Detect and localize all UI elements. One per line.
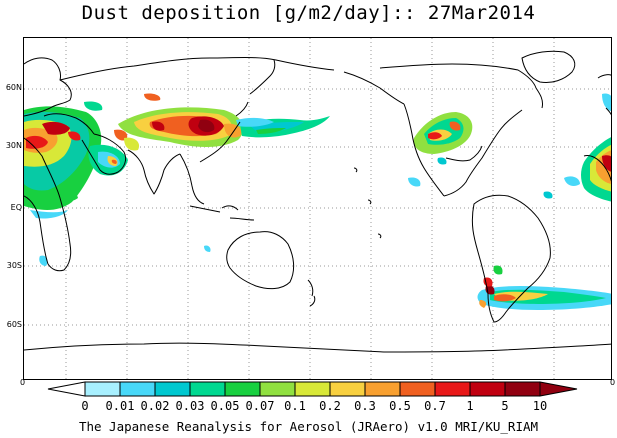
dust-us-plains (408, 112, 473, 187)
colorbar-tick-label: 10 (533, 399, 547, 413)
colorbar-tick-label: 0.03 (176, 399, 205, 413)
coast-australia (226, 231, 295, 290)
colorbar-box (434, 381, 471, 397)
coast-canada-arctic (379, 63, 543, 109)
colorbar-labels: 0 0.01 0.02 0.03 0.05 0.07 0.1 0.2 0.3 0.5 0.7 1 5 10 (81, 399, 547, 413)
coast-alaska (343, 71, 405, 105)
colorbar-tick-label: 0 (81, 399, 88, 413)
graticule (24, 38, 611, 379)
coast-europe-east-edge (597, 74, 611, 116)
colorbar-boxes (47, 381, 578, 397)
colorbar-box (469, 381, 506, 397)
lat-label-eq: EQ (10, 203, 22, 212)
coast-north-asia (59, 57, 335, 81)
coast-india (127, 149, 181, 195)
lat-label-60s: 60S (6, 320, 22, 329)
colorbar-box (504, 381, 541, 397)
colorbar-tick-label: 0.5 (389, 399, 411, 413)
colorbar-box (189, 381, 226, 397)
colorbar-box (399, 381, 436, 397)
colorbar-tick-label: 1 (466, 399, 473, 413)
colorbar-tick-label: 0.2 (319, 399, 341, 413)
colorbar-right-zero: 0 (610, 378, 616, 387)
world-map (23, 37, 612, 380)
dust-north-atlantic (543, 93, 611, 202)
coastlines (24, 50, 611, 353)
coast-mediterranean (43, 113, 95, 135)
colorbar: 0 0.01 0.02 0.03 0.05 0.07 0.1 0.2 0.3 0.5 0.7 1 5 10 (47, 381, 578, 413)
coast-south-america (471, 194, 551, 323)
lat-label-30n: 30N (5, 141, 22, 150)
coast-southeast-asia (179, 121, 241, 205)
lat-label-30s: 30S (6, 261, 22, 270)
colorbar-tick-label: 0.3 (354, 399, 376, 413)
colorbar-tick-label: 0.07 (246, 399, 275, 413)
coast-new-zealand (307, 279, 316, 307)
footer-credit: The Japanese Reanalysis for Aerosol (JRA… (78, 419, 539, 434)
dust-north-pacific (236, 116, 330, 138)
coast-gulf-of-mexico (445, 145, 483, 162)
colorbar-tick-label: 0.7 (424, 399, 446, 413)
coast-japan-kamchatka (235, 59, 276, 117)
colorbar-box (294, 381, 331, 397)
coast-greenland (521, 50, 576, 83)
world-map-svg (24, 38, 611, 379)
colorbar-box (259, 381, 296, 397)
colorbar-tick-label: 0.05 (211, 399, 240, 413)
dust-deposition-field (24, 93, 611, 310)
dust-central-east-asia (84, 93, 244, 151)
colorbar-left-zero: 0 (20, 378, 26, 387)
coast-europe-africa (24, 57, 72, 272)
colorbar-tick-label: 0.02 (141, 399, 170, 413)
colorbar-box (224, 381, 261, 397)
coast-pacific-islands (353, 167, 382, 239)
dust-north-africa (24, 106, 102, 266)
coast-north-america-west (403, 103, 445, 197)
colorbar-tick-label: 0.1 (284, 399, 306, 413)
coast-north-america-east (443, 109, 523, 197)
colorbar-tick-label: 0.01 (106, 399, 135, 413)
coast-red-sea-arabia (81, 133, 127, 175)
colorbar-box (364, 381, 401, 397)
colorbar-below-arrow (47, 381, 86, 397)
coast-west-africa-east-edge (583, 155, 611, 183)
colorbar-box (329, 381, 366, 397)
colorbar-above-arrow (539, 381, 578, 397)
colorbar-tick-label: 5 (501, 399, 508, 413)
colorbar-box (154, 381, 191, 397)
coast-indonesia (189, 205, 255, 221)
map-title: Dust deposition [g/m2/day]:: 27Mar2014 (81, 2, 536, 24)
colorbar-box (119, 381, 156, 397)
lat-label-60n: 60N (5, 83, 22, 92)
colorbar-box (84, 381, 121, 397)
coast-antarctica (24, 342, 611, 353)
dust-patagonia-south-atlantic (204, 245, 611, 310)
